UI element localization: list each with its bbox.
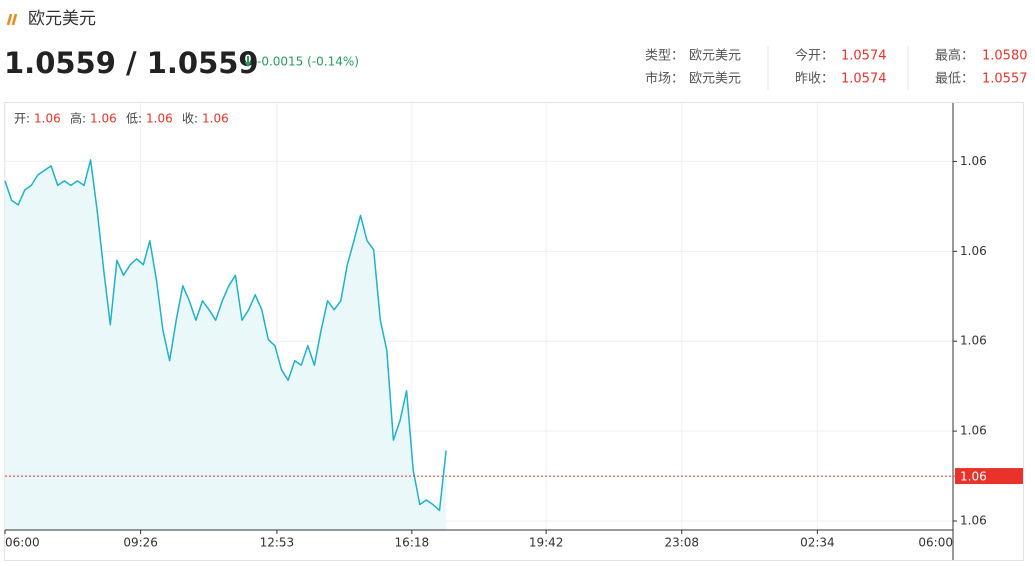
x-tick-label: 06:00 [5, 536, 40, 550]
current-price-box [955, 468, 1023, 485]
ohlc-value: 1.06 [146, 112, 173, 126]
down-arrow-icon [244, 56, 252, 67]
logo-icon [6, 13, 18, 26]
x-tick-label: 23:08 [664, 536, 699, 550]
info-value: 1.0574 [841, 72, 887, 87]
x-tick-label: 12:53 [260, 536, 295, 550]
info-value: 欧元美元 [689, 72, 741, 87]
ohlc-value: 1.06 [90, 112, 117, 126]
info-value: 1.0574 [841, 49, 887, 64]
price-line [4, 159, 447, 512]
info-label: 今开： [795, 48, 834, 64]
current-price-label: 1.06 [960, 470, 987, 484]
info-label: 市场： [645, 71, 684, 87]
info-value: 1.0557 [982, 72, 1028, 87]
ohlc-value: 1.06 [34, 112, 61, 126]
ohlc-label: 低: [126, 112, 142, 126]
x-tick-label: 09:26 [123, 536, 158, 550]
info-label: 昨收： [795, 72, 834, 87]
price-change: -0.0015 (-0.14%) [257, 55, 359, 69]
info-label: 最低： [935, 72, 974, 87]
ohlc-label: 收: [182, 112, 198, 126]
x-tick-label: 16:18 [395, 536, 430, 550]
info-value: 1.0580 [982, 49, 1028, 64]
y-tick-label: 1.06 [960, 334, 987, 348]
info-label: 最高： [935, 48, 974, 64]
y-tick-label: 1.06 [960, 154, 987, 168]
x-tick-label: 19:42 [529, 536, 564, 550]
ohlc-label: 高: [70, 111, 86, 126]
info-value: 欧元美元 [689, 49, 741, 64]
price: 1.0559 / 1.0559 [4, 46, 259, 80]
ohlc-value: 1.06 [202, 112, 229, 126]
info-label: 类型： [645, 49, 684, 64]
x-tick-label: 06:00 [918, 536, 953, 550]
y-tick-label: 1.06 [960, 424, 987, 438]
page-title: 欧元美元 [28, 9, 96, 29]
y-tick-label: 1.06 [960, 244, 987, 258]
area [5, 159, 447, 530]
ohlc-label: 开: [14, 112, 30, 126]
y-tick-label: 1.06 [960, 514, 987, 528]
x-tick-label: 02:34 [800, 536, 835, 550]
